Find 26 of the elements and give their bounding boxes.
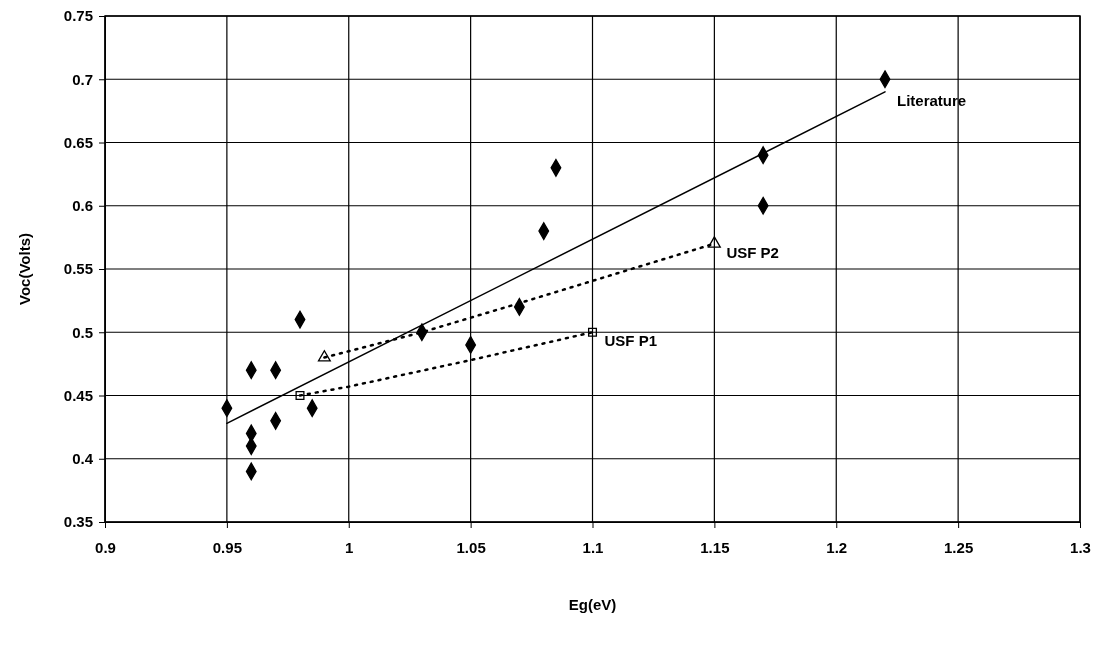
y-tick-label: 0.65 (63, 133, 93, 151)
x-tick-label: 1.2 (826, 538, 848, 556)
x-tick-label: 1.25 (944, 538, 974, 556)
y-axis-title: Voc(Volts) (16, 233, 33, 305)
x-tick-label: 1.05 (456, 538, 486, 556)
x-tick-label: 1 (345, 538, 354, 556)
y-tick-label: 0.55 (63, 260, 93, 278)
x-tick-label: 1.1 (582, 538, 604, 556)
y-tick-label: 0.75 (63, 7, 93, 25)
series-label: USF P1 (604, 332, 658, 350)
y-tick-label: 0.35 (63, 513, 93, 531)
point (707, 236, 721, 248)
y-tick-label: 0.4 (72, 450, 94, 468)
x-tick-label: 1.3 (1070, 538, 1091, 556)
point (587, 327, 598, 337)
y-tick-label: 0.7 (72, 70, 93, 88)
point (295, 390, 305, 401)
point (317, 350, 331, 362)
y-tick-label: 0.6 (72, 197, 93, 215)
series-label: USF P2 (726, 243, 779, 261)
y-tick-label: 0.45 (63, 386, 93, 404)
y-tick-label: 0.5 (72, 323, 93, 341)
x-axis-title: Eg(eV) (568, 596, 617, 613)
x-tick-label: 0.95 (212, 538, 242, 556)
x-tick-label: 0.9 (95, 538, 116, 556)
x-tick-label: 1.15 (700, 538, 730, 556)
